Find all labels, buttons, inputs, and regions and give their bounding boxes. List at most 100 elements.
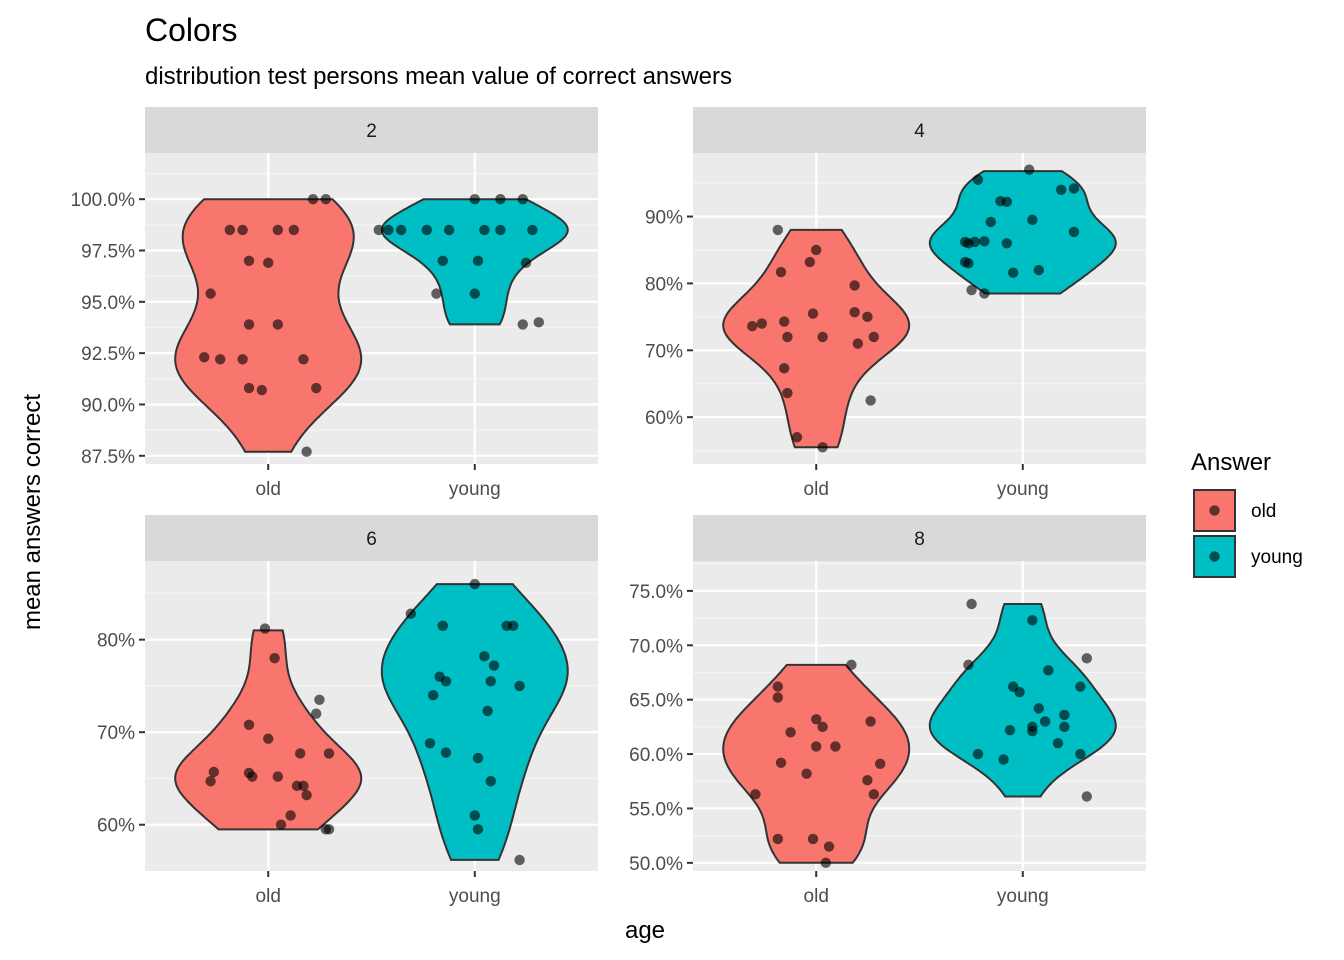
facet-panels: 2 87.5% 90.0% 92.5% 95.0% 97.5% 100.0% old young… (71, 107, 1146, 907)
data-point-old (846, 659, 857, 671)
facet-strip-label: 4 (914, 121, 925, 142)
data-point-young (1027, 214, 1038, 226)
y-tick-label: 97.5% (81, 242, 135, 263)
data-point-old (269, 652, 280, 664)
facet-panel: 2 87.5% 90.0% 92.5% 95.0% 97.5% 100.0% old young (71, 107, 598, 500)
data-point-old (862, 774, 873, 786)
facet-strip (145, 515, 598, 561)
data-point-young (479, 224, 490, 236)
data-point-young (972, 174, 984, 185)
legend-point (1209, 505, 1220, 516)
data-point-old (849, 306, 860, 318)
data-point-young (482, 705, 493, 717)
data-point-young (383, 224, 394, 236)
y-tick-label: 87.5% (81, 447, 135, 468)
data-point-young (979, 236, 990, 247)
y-tick-label: 92.5% (81, 344, 135, 365)
data-point-old (205, 288, 216, 299)
data-point-old (288, 224, 300, 236)
data-point-young (440, 747, 452, 758)
data-point-old (263, 257, 274, 269)
data-point-young (472, 752, 484, 764)
data-point-old (272, 771, 284, 782)
data-point-young (1001, 238, 1012, 249)
data-point-young (979, 288, 990, 299)
data-point-old (747, 321, 758, 332)
y-tick-label: 90.0% (81, 395, 135, 416)
data-point-old (779, 316, 790, 327)
data-point-old (772, 681, 784, 692)
y-tick-label: 65.0% (629, 691, 683, 712)
data-point-old (804, 256, 816, 268)
data-point-old (875, 758, 886, 770)
data-point-young (472, 824, 484, 835)
data-point-young (1033, 703, 1044, 714)
facet-strip (693, 515, 1146, 561)
data-point-young (472, 255, 484, 266)
data-point-young (507, 620, 519, 631)
y-axis-title: mean answers correct (19, 394, 46, 630)
data-point-old (215, 354, 226, 365)
data-point-young (437, 620, 448, 631)
data-point-young (1075, 748, 1086, 760)
legend-label: old (1251, 501, 1276, 522)
data-point-old (775, 266, 787, 278)
data-point-young (1055, 184, 1067, 195)
data-point-old (779, 363, 790, 374)
data-point-young (373, 224, 384, 236)
data-point-young (517, 193, 528, 205)
data-point-young (972, 748, 984, 760)
data-point-old (811, 714, 822, 725)
facet-panel: 6 60% 70% 80% old young (97, 515, 598, 907)
data-point-old (868, 789, 880, 800)
data-point-young (1068, 226, 1080, 238)
x-tick-label: old (256, 886, 281, 907)
y-tick-label: 60% (97, 816, 135, 837)
data-point-young (1004, 724, 1016, 736)
violin-old (174, 629, 363, 831)
data-point-old (224, 224, 236, 236)
y-tick-label: 80% (645, 274, 683, 295)
legend-item-old: old (1193, 489, 1276, 532)
x-tick-label: young (997, 479, 1049, 500)
y-tick-label: 70% (645, 341, 683, 362)
data-point-young (985, 216, 996, 228)
data-point-young (395, 224, 407, 236)
data-point-old (247, 771, 258, 782)
data-point-young (1052, 737, 1064, 749)
data-point-old (817, 721, 828, 733)
data-point-old (314, 694, 325, 706)
data-point-young (1081, 653, 1092, 664)
data-point-old (756, 318, 768, 329)
legend-item-young: young (1193, 535, 1303, 578)
data-point-old (285, 810, 296, 821)
legend-title: Answer (1191, 449, 1271, 476)
data-point-young (1059, 721, 1070, 733)
data-point-old (323, 748, 335, 759)
y-tick-label: 75.0% (629, 582, 683, 603)
data-point-young (485, 676, 496, 687)
legend: Answer old young (1191, 449, 1303, 578)
data-point-old (237, 354, 248, 365)
y-tick-label: 50.0% (629, 854, 683, 875)
data-point-old (785, 727, 796, 738)
y-tick-label: 70% (97, 723, 135, 744)
data-point-young (514, 854, 525, 866)
data-point-young (527, 224, 538, 236)
data-point-old (301, 789, 312, 801)
data-point-old (311, 382, 322, 394)
data-point-old (782, 387, 793, 399)
data-point-old (243, 319, 255, 330)
violin-old (722, 663, 911, 864)
y-tick-label: 80% (97, 631, 135, 652)
data-point-old (295, 748, 306, 759)
facet-strip (145, 107, 598, 153)
data-point-old (801, 768, 812, 779)
facet-strip-label: 2 (366, 121, 377, 142)
y-tick-label: 60% (645, 408, 683, 429)
x-tick-label: old (256, 479, 281, 500)
y-tick-label: 90% (645, 208, 683, 229)
data-point-old (205, 776, 216, 787)
data-point-young (966, 598, 977, 610)
